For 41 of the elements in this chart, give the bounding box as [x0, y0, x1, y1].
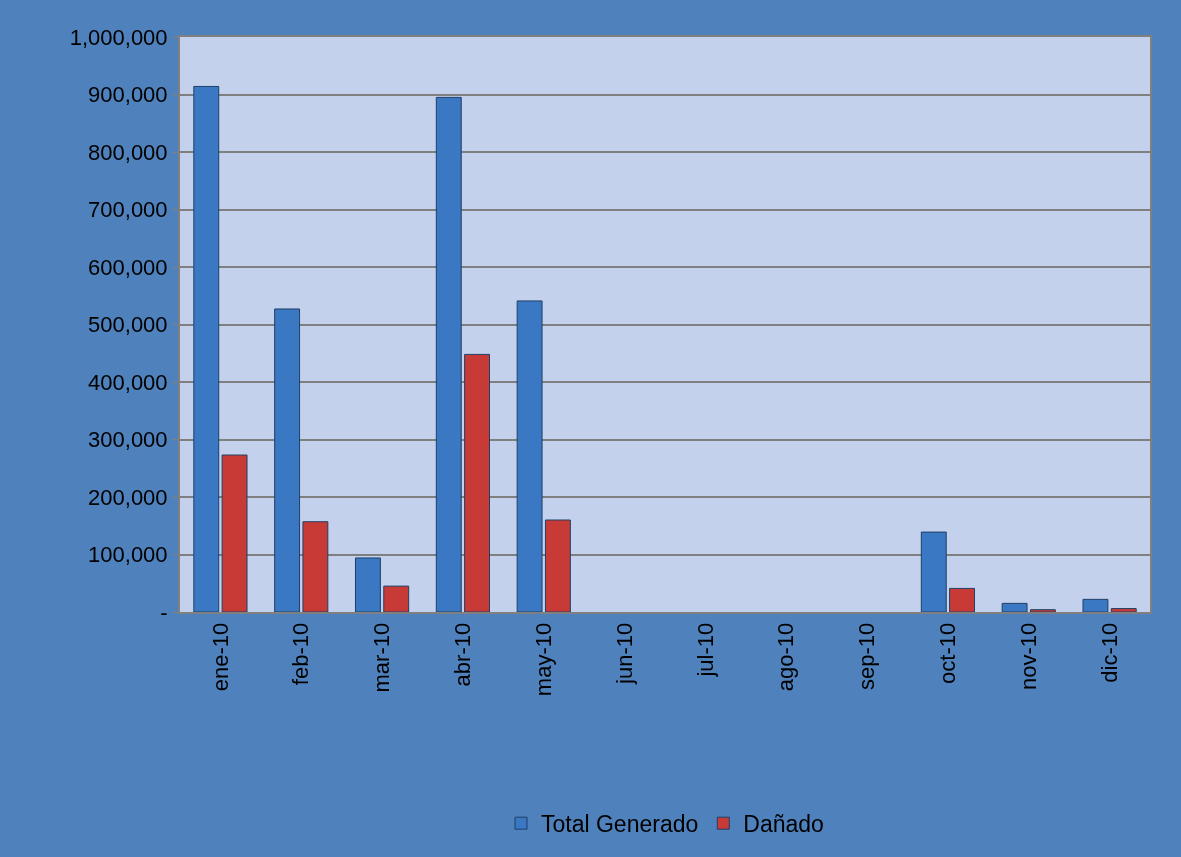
y-tick-label: 500,000	[88, 312, 168, 338]
y-tick-label: 800,000	[88, 139, 168, 165]
bar	[354, 557, 381, 612]
bar	[516, 300, 543, 612]
legend-label: Total Generado	[541, 811, 699, 838]
bar	[1082, 598, 1109, 612]
y-tick-label: 1,000,000	[69, 24, 168, 50]
x-tick-label: jul-10	[692, 622, 718, 678]
bar	[1110, 608, 1137, 612]
bar	[274, 308, 301, 612]
bar	[435, 96, 462, 612]
x-tick-label: sep-10	[854, 622, 880, 691]
bar	[1001, 602, 1028, 612]
bar	[193, 85, 220, 612]
legend-label: Dañado	[743, 811, 824, 838]
bar	[949, 587, 976, 612]
x-tick-label: mar-10	[369, 622, 395, 693]
y-tick-label: 600,000	[88, 254, 168, 280]
y-tick-label: 300,000	[88, 427, 168, 453]
y-tick-label: 400,000	[88, 369, 168, 395]
x-tick-label: jun-10	[611, 622, 637, 685]
x-tick-label: abr-10	[450, 622, 476, 687]
bar	[464, 353, 491, 612]
x-tick-label: oct-10	[935, 622, 961, 684]
x-tick-label: ene-10	[207, 622, 233, 692]
bar	[544, 519, 571, 612]
x-tick-label: may-10	[530, 622, 556, 697]
x-tick-label: feb-10	[288, 622, 314, 686]
bar	[920, 531, 947, 612]
x-tick-label: nov-10	[1015, 622, 1041, 691]
y-tick-label: 900,000	[88, 82, 168, 108]
y-tick-label: 100,000	[88, 542, 168, 568]
x-tick-label: ago-10	[773, 622, 799, 692]
y-tick-label: -	[160, 599, 168, 625]
x-tick-label: dic-10	[1096, 622, 1122, 683]
y-tick-label: 700,000	[88, 197, 168, 223]
y-tick-label: 200,000	[88, 484, 168, 510]
bar	[1029, 609, 1056, 612]
bar	[221, 454, 248, 612]
bar	[302, 521, 329, 612]
bar	[383, 585, 410, 612]
